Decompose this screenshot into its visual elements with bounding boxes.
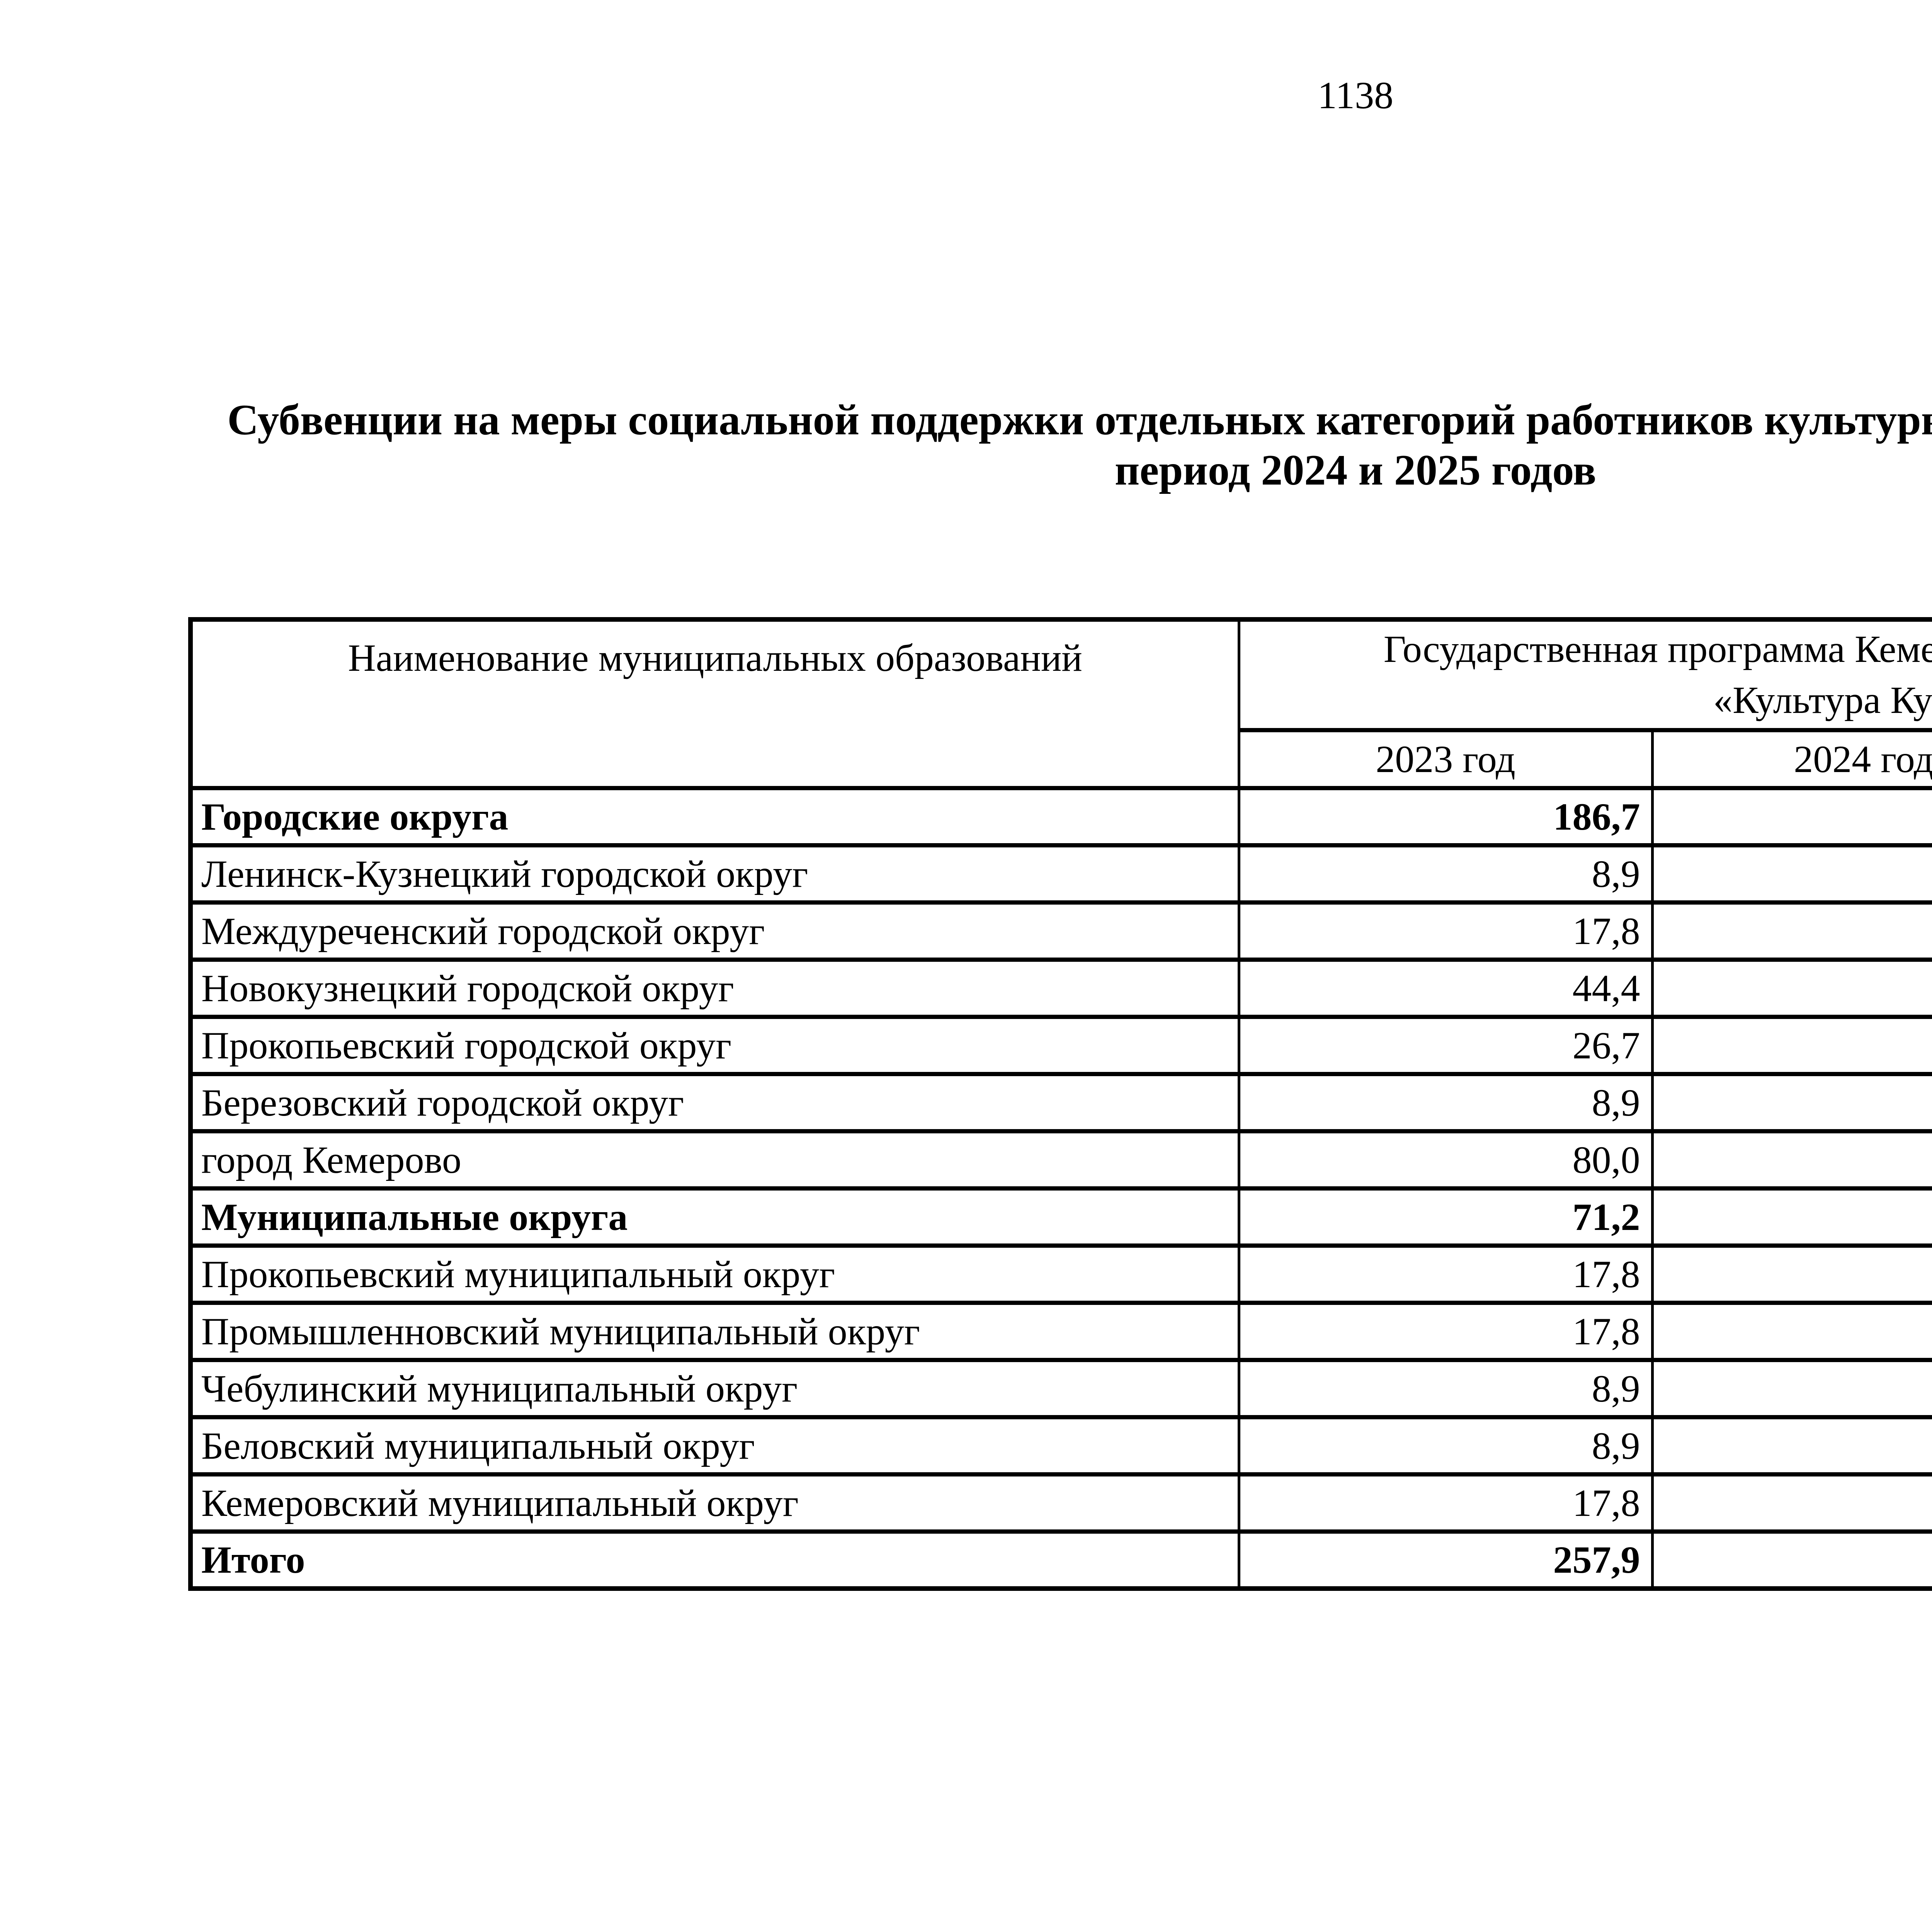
value-cell-2023: 71,2: [1237, 1186, 1654, 1248]
total-value-cell-2024: 257,9: [1651, 1529, 1932, 1591]
municipality-name-cell: Междуреченский городской округ: [189, 900, 1240, 962]
page-number: 1138: [1317, 74, 1394, 117]
table-row: Прокопьевский муниципальный округ 17,8 1…: [189, 1243, 1932, 1305]
document-title: Субвенции на меры социальной поддержки о…: [196, 395, 1932, 495]
table-row-municipal-districts-group: Муниципальные округа 71,2 71,2 71,2: [189, 1186, 1932, 1248]
document-title-line-1: Субвенции на меры социальной поддержки о…: [227, 396, 1932, 444]
value-cell-2023: 26,7: [1237, 1014, 1654, 1076]
value-cell-2023: 8,9: [1237, 1357, 1654, 1419]
municipality-name-cell: Кемеровский муниципальный округ: [189, 1472, 1240, 1534]
value-cell-2023: 44,4: [1237, 957, 1654, 1019]
value-cell-2023: 17,8: [1237, 900, 1654, 962]
value-cell-2024: 17,8: [1651, 1243, 1932, 1305]
value-cell-2024: 8,9: [1651, 843, 1932, 905]
municipality-name-cell: Муниципальные округа: [189, 1186, 1240, 1248]
municipality-name-cell: Городские округа: [189, 786, 1240, 847]
value-cell-2023: 186,7: [1237, 786, 1654, 847]
program-header-line-1: Государственная программа Кемеровской об…: [1383, 628, 1932, 671]
value-cell-2024: 17,8: [1651, 1300, 1932, 1362]
name-column-header: Наименование муниципальных образований: [189, 617, 1240, 790]
municipality-name-cell: Ленинск-Кузнецкий городской округ: [189, 843, 1240, 905]
municipality-name-cell: Новокузнецкий городской округ: [189, 957, 1240, 1019]
value-cell-2023: 17,8: [1237, 1472, 1654, 1534]
table-row: Прокопьевский городской округ 26,7 26,7 …: [189, 1014, 1932, 1076]
value-cell-2023: 8,9: [1237, 1072, 1654, 1133]
value-cell-2024: 26,7: [1651, 1014, 1932, 1076]
total-value-cell-2023: 257,9: [1237, 1529, 1654, 1591]
municipality-name-cell: Чебулинский муниципальный округ: [189, 1357, 1240, 1419]
municipality-name-cell: Прокопьевский городской округ: [189, 1014, 1240, 1076]
table-row-city-districts-group: Городские округа 186,7 186,7 186,7: [189, 786, 1932, 847]
program-header-line-2: «Культура Кузбасса»: [1713, 679, 1932, 722]
municipality-name-cell: Промышленновский муниципальный округ: [189, 1300, 1240, 1362]
table-row: Междуреченский городской округ 17,8 17,8…: [189, 900, 1932, 962]
value-cell-2024: 71,2: [1651, 1186, 1932, 1248]
value-cell-2023: 8,9: [1237, 843, 1654, 905]
total-label-cell: Итого: [189, 1529, 1240, 1591]
municipality-name-cell: Беловский муниципальный округ: [189, 1415, 1240, 1476]
value-cell-2024: 44,4: [1651, 957, 1932, 1019]
table-header-row-years: 2023 год 2024 год 2025 год: [190, 728, 1932, 790]
table-row: Кемеровский муниципальный округ 17,8 17,…: [189, 1472, 1932, 1534]
municipality-name-cell: город Кемерово: [189, 1129, 1240, 1191]
value-cell-2024: 8,9: [1651, 1415, 1932, 1476]
value-cell-2024: 186,7: [1651, 786, 1932, 847]
table-row: город Кемерово 80,0 80,0 80,0: [189, 1129, 1932, 1191]
table-row: Промышленновский муниципальный округ 17,…: [189, 1300, 1932, 1362]
value-cell-2023: 8,9: [1237, 1415, 1654, 1476]
year-header-2023: 2023 год: [1237, 728, 1654, 790]
subventions-table: Наименование муниципальных образований Г…: [188, 617, 1932, 1591]
document-title-line-2: период 2024 и 2025 годов: [1114, 446, 1597, 494]
value-cell-2023: 17,8: [1237, 1243, 1654, 1305]
value-cell-2024: 80,0: [1651, 1129, 1932, 1191]
value-cell-2024: 8,9: [1651, 1072, 1932, 1133]
value-cell-2023: 17,8: [1237, 1300, 1654, 1362]
municipality-name-cell: Прокопьевский муниципальный округ: [189, 1243, 1240, 1305]
table-header-row-program: Наименование муниципальных образований Г…: [189, 617, 1932, 790]
table-row-total: Итого 257,9 257,9 257,9: [189, 1529, 1932, 1591]
table-row: Ленинск-Кузнецкий городской округ 8,9 8,…: [189, 843, 1932, 905]
units-label: (тыс. руб.): [188, 556, 1932, 600]
year-header-2024: 2024 год: [1651, 728, 1932, 790]
municipality-name-cell: Березовский городской округ: [189, 1072, 1240, 1133]
value-cell-2024: 17,8: [1651, 1472, 1932, 1534]
program-column-header: Государственная программа Кемеровской об…: [1237, 617, 1932, 732]
table-row: Березовский городской округ 8,9 8,9 8,9: [189, 1072, 1932, 1133]
table-row: Беловский муниципальный округ 8,9 8,9 8,…: [189, 1415, 1932, 1476]
table-row: Новокузнецкий городской округ 44,4 44,4 …: [189, 957, 1932, 1019]
value-cell-2023: 80,0: [1237, 1129, 1654, 1191]
table-row: Чебулинский муниципальный округ 8,9 8,9 …: [189, 1357, 1932, 1419]
value-cell-2024: 17,8: [1651, 900, 1932, 962]
table-caption-label: Таблица 39: [188, 281, 1932, 326]
value-cell-2024: 8,9: [1651, 1357, 1932, 1419]
